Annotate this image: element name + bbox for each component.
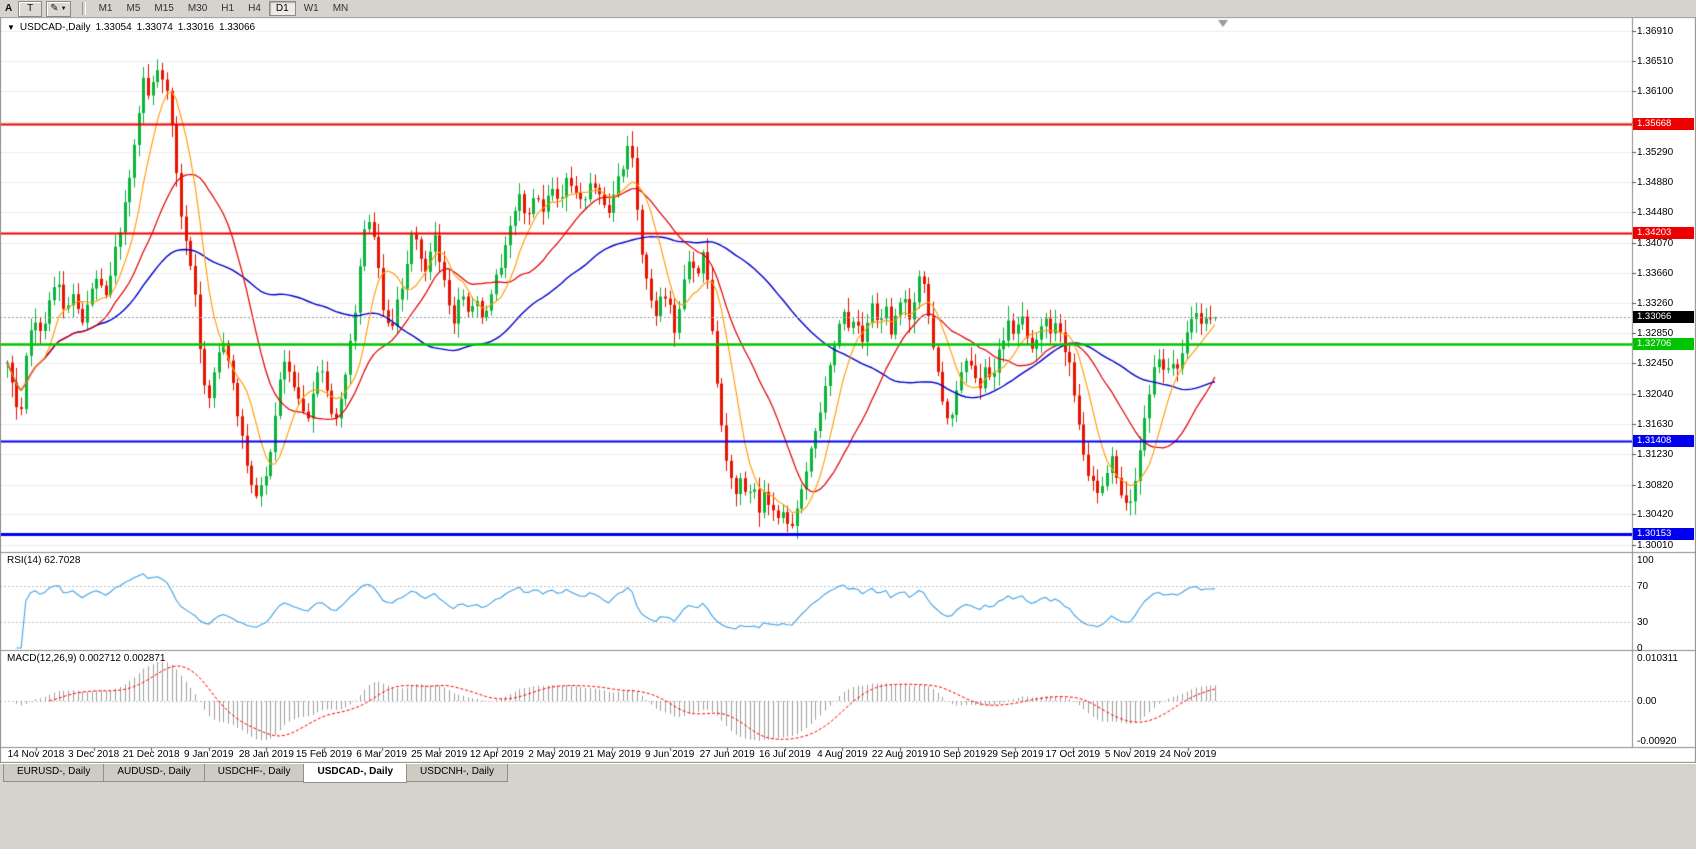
date-axis-label: 10 Sep 2019 [929,749,986,760]
annotate-a-button[interactable]: A [5,3,13,14]
date-axis-label: 9 Jun 2019 [644,749,695,760]
price-axis-label: 1.31630 [1637,419,1674,431]
price-axis-label: 1.35290 [1637,146,1674,158]
tab-eurusd-daily[interactable]: EURUSD-, Daily [3,764,105,782]
date-axis-label: 22 Aug 2019 [871,749,929,760]
date-axis-label: 6 Mar 2019 [356,749,407,760]
date-axis-label: 4 Aug 2019 [817,749,868,760]
collapse-triangle-icon[interactable]: ▼ [7,23,15,32]
ohlc-close: 1.33066 [218,22,256,33]
price-level-tag: 1.32706 [1633,338,1694,351]
symbol-period-label: USDCAD-,Daily [19,22,91,33]
date-axis-label: 12 Apr 2019 [469,749,524,760]
price-axis-label: 1.31230 [1637,449,1674,461]
price-axis-label: 1.36910 [1637,26,1674,37]
macd-axis-label: 0.010311 [1637,653,1678,664]
date-axis-label: 28 Jan 2019 [238,749,294,760]
macd-axis-label: 0.00 [1637,696,1657,707]
date-axis-label: 27 Jun 2019 [699,749,755,760]
timeframe-m5-button[interactable]: M5 [126,3,141,14]
price-axis-label: 1.33660 [1637,268,1674,280]
date-axis-label: 17 Oct 2019 [1045,749,1101,760]
price-axis-label: 1.30820 [1637,479,1674,491]
price-axis-label: 1.32040 [1637,388,1674,400]
ohlc-low: 1.33016 [177,22,214,33]
chart-window: ▼ USDCAD-,Daily 1.33054 1.33074 1.33016 1.330… [0,17,1696,763]
top-toolbar: A T ✎ ▼ M1 M5 M15 M30 H1 H4 D1 W1 MN [0,0,1696,18]
date-axis-label: 15 Feb 2019 [295,749,353,760]
timeframe-h4-button[interactable]: H4 [248,3,261,14]
tab-audusd-daily[interactable]: AUDUSD-, Daily [103,764,205,782]
rsi-axis-label: 70 [1637,581,1649,593]
text-tool-button[interactable]: T [18,0,43,17]
ohlc-header: ▼ USDCAD-,Daily 1.33054 1.33074 1.33016 1.330… [7,22,260,33]
rsi-axis-label: 0 [1637,643,1643,654]
date-axis-label: 9 Jan 2019 [184,749,234,760]
price-axis-label: 1.30420 [1637,509,1674,521]
price-level-tag: 1.34203 [1633,226,1694,239]
macd-axis-label: -0.00920 [1637,736,1677,748]
date-axis-label: 29 Sep 2019 [986,749,1044,760]
price-axis-label: 1.30010 [1637,540,1674,551]
macd-indicator-label: MACD(12,26,9) 0.002712 0.002871 [7,653,166,664]
pencil-icon: ✎ [50,3,59,14]
price-level-tag: 1.35668 [1633,117,1694,130]
price-chart-canvas[interactable] [0,17,1696,763]
price-axis-label: 1.33260 [1637,297,1674,309]
tab-usdcnh-daily[interactable]: USDCNH-, Daily [406,764,508,782]
timeframe-h1-button[interactable]: H1 [221,3,235,14]
rsi-indicator-label: RSI(14) 62.7028 [7,555,81,566]
price-axis-label: 1.36100 [1637,86,1674,98]
date-axis-label: 14 Nov 2018 [7,749,65,760]
timeframe-d1-button[interactable]: D1 [268,1,296,16]
toolbar-separator [81,2,86,15]
date-axis-label: 5 Nov 2019 [1104,749,1156,760]
chevron-down-icon: ▼ [60,5,67,12]
chart-tabbar: EURUSD-, Daily AUDUSD-, Daily USDCHF-, Dai… [0,763,1696,785]
rsi-axis-label: 30 [1637,616,1649,628]
date-axis-label: 25 Mar 2019 [411,749,468,760]
date-axis-label: 24 Nov 2019 [1159,749,1217,760]
timeframe-mn-button[interactable]: MN [332,3,349,14]
draw-tool-button[interactable]: ✎ ▼ [46,0,71,17]
ohlc-high: 1.33074 [136,22,173,33]
timeframe-w1-button[interactable]: W1 [303,3,319,14]
price-level-tag: 1.31408 [1633,434,1694,447]
tab-usdchf-daily[interactable]: USDCHF-, Daily [203,764,305,782]
rsi-axis-label: 100 [1637,555,1654,566]
price-axis-label: 1.34070 [1637,237,1674,249]
date-axis-label: 3 Dec 2018 [68,749,120,760]
price-axis-label: 1.36510 [1637,55,1674,67]
current-price-tag: 1.33066 [1633,311,1694,324]
price-axis-label: 1.34480 [1637,207,1674,219]
price-level-tag: 1.30153 [1633,528,1694,541]
timeframe-group: M1 M5 M15 M30 H1 H4 D1 W1 MN [93,1,357,16]
date-axis-label: 21 May 2019 [583,749,641,760]
timeframe-m1-button[interactable]: M1 [98,3,113,14]
tab-usdcad-daily[interactable]: USDCAD-, Daily [303,764,408,783]
date-axis-label: 16 Jul 2019 [758,749,811,760]
ohlc-open: 1.33054 [95,22,132,33]
price-axis-label: 1.32450 [1637,358,1674,370]
timeframe-m30-button[interactable]: M30 [187,3,208,14]
date-axis-label: 21 Dec 2018 [122,749,180,760]
timeframe-m15-button[interactable]: M15 [154,3,174,14]
price-axis-label: 1.34880 [1637,177,1674,189]
price-axis-label: 1.32850 [1637,328,1674,340]
date-axis-label: 2 May 2019 [528,749,581,760]
